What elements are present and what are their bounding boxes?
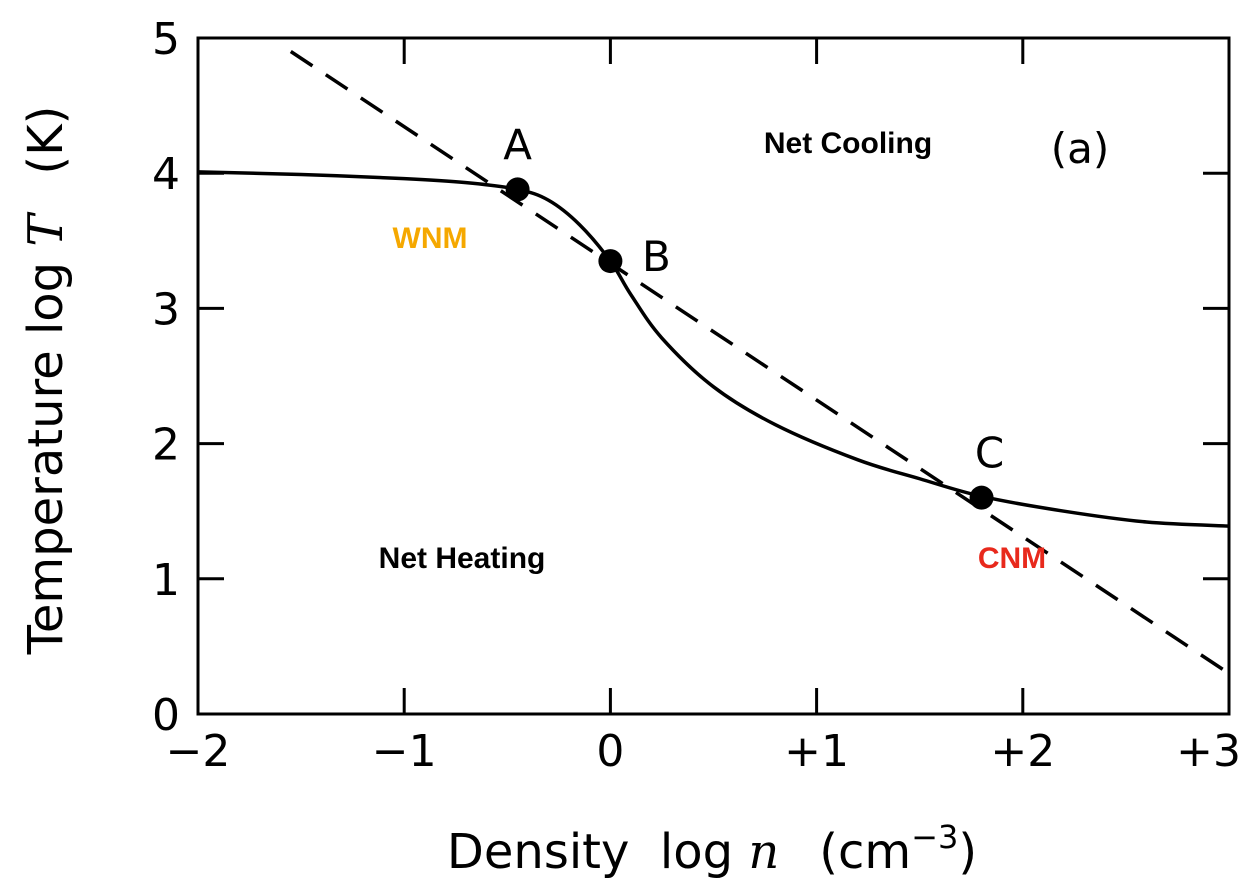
net-heating-label: Net Heating: [379, 542, 546, 575]
point-c-marker: [969, 485, 994, 510]
point-a-marker: [505, 177, 530, 202]
x-tick-label: 0: [596, 726, 624, 777]
y-tick-label: 5: [152, 14, 180, 65]
points-group: A B C: [503, 120, 1004, 510]
x-tick-label: +3: [1176, 726, 1241, 777]
y-tick-label: 4: [152, 149, 180, 200]
x-tick-label: +1: [784, 726, 849, 777]
plot-frame: [196, 36, 1231, 716]
x-axis-label-prefix: Density log: [447, 824, 748, 880]
panel-label: (a): [1051, 124, 1110, 173]
x-axis-label-close: ): [958, 824, 977, 880]
point-a-label: A: [503, 120, 532, 169]
plot-axes: [196, 36, 1231, 716]
net-cooling-label: Net Cooling: [764, 127, 932, 160]
point-b-label: B: [642, 232, 671, 281]
y-axis-label-unit: (K): [18, 106, 74, 175]
y-tick-labels: 0 1 2 3 4 5: [152, 14, 180, 741]
axis-ticks: [198, 38, 1229, 714]
y-tick-label: 2: [152, 420, 180, 471]
stability-line-dashed: [289, 50, 1230, 675]
x-tick-label: −1: [372, 726, 437, 777]
x-axis-label-exp: −3: [911, 818, 958, 856]
cnm-label: CNM: [978, 542, 1046, 575]
x-tick-labels: −2 −1 0 +1 +2 +3: [166, 726, 1241, 777]
x-tick-label: −2: [166, 726, 231, 777]
y-tick-label: 0: [152, 690, 180, 741]
y-axis-label-var: T: [18, 212, 74, 247]
x-tick-label: +2: [990, 726, 1055, 777]
equilibrium-curve: [197, 170, 1230, 528]
y-axis-label: Temperature log T (K): [18, 106, 74, 656]
point-c-label: C: [975, 429, 1004, 478]
point-b-marker: [598, 249, 623, 274]
wnm-label: WNM: [393, 222, 468, 255]
x-axis-label-var: n: [748, 824, 779, 880]
y-tick-label: 1: [152, 555, 180, 606]
y-axis-label-prefix: Temperature log: [18, 247, 74, 656]
y-tick-label: 3: [152, 284, 180, 335]
series-group: [197, 50, 1230, 675]
x-axis-label: Density log n (cm−3): [447, 818, 977, 880]
x-axis-label-unit: (cm: [819, 824, 911, 880]
